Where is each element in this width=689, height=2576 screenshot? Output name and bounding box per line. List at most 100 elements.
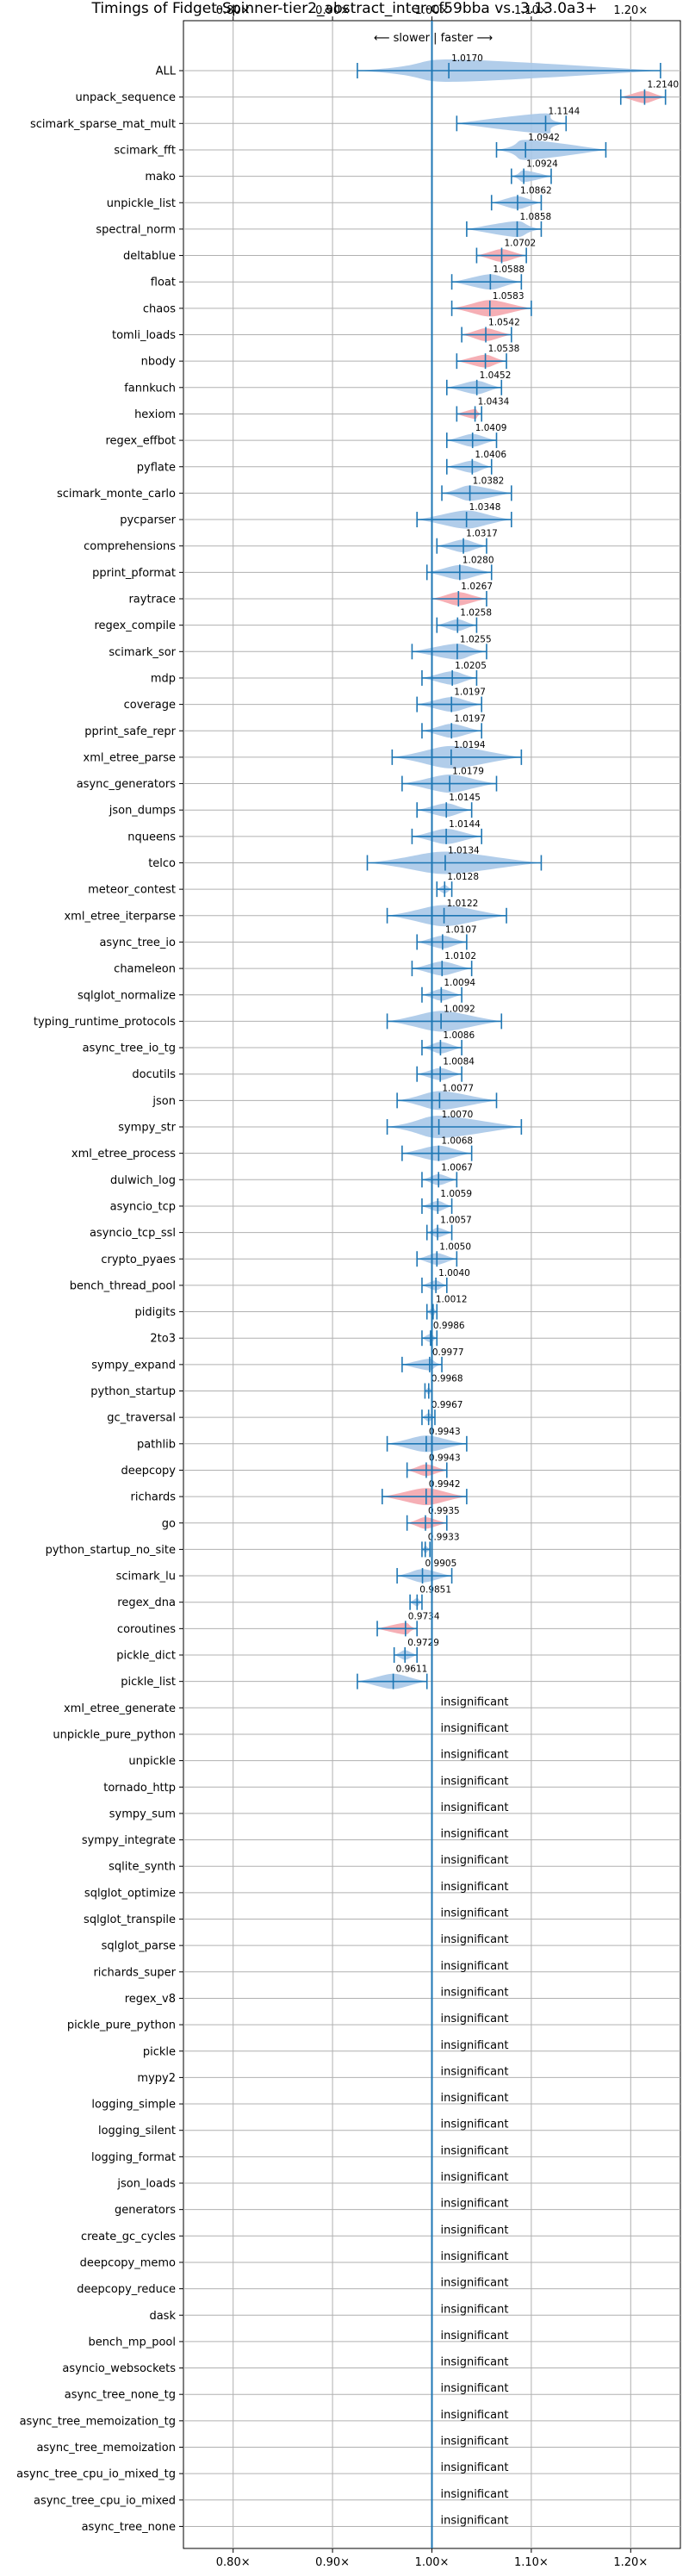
benchmark-label: float xyxy=(151,277,176,289)
benchmark-label: logging_format xyxy=(91,2151,176,2164)
value-label: 1.0070 xyxy=(442,1110,474,1120)
insignificant-label: insignificant xyxy=(441,2330,509,2343)
benchmark-label: sqlglot_optimize xyxy=(84,1887,176,1900)
insignificant-label: insignificant xyxy=(441,1801,509,1814)
insignificant-label: insignificant xyxy=(441,1749,509,1762)
benchmark-label: unpickle_pure_python xyxy=(53,1728,176,1741)
benchmark-label: tomli_loads xyxy=(112,329,176,342)
benchmark-label: asyncio_websockets xyxy=(62,2362,176,2375)
benchmark-label: scimark_lu xyxy=(116,1571,176,1584)
value-label: 1.0050 xyxy=(439,1241,471,1252)
value-label: 1.0128 xyxy=(447,872,479,882)
benchmark-label: pickle_dict xyxy=(116,1650,176,1663)
benchmark-label: regex_effbot xyxy=(105,435,176,448)
benchmark-label: sympy_expand xyxy=(91,1359,176,1372)
value-label: 1.0012 xyxy=(436,1295,468,1305)
value-label: 1.2140 xyxy=(647,80,679,90)
value-label: 1.0194 xyxy=(454,740,486,750)
benchmark-label: typing_runtime_protocols xyxy=(34,1016,176,1029)
benchmark-label: xml_etree_parse xyxy=(84,751,176,764)
benchmark-label: async_tree_memoization_tg xyxy=(20,2415,176,2428)
benchmark-label: mdp xyxy=(151,672,176,685)
chart-title: Timings of Fidget-Spinner-tier2_abstract… xyxy=(90,0,597,17)
benchmark-label: sqlglot_parse xyxy=(102,1940,176,1953)
insignificant-label: insignificant xyxy=(441,2277,509,2290)
value-label: 0.9977 xyxy=(432,1347,464,1358)
benchmark-label: nbody xyxy=(141,356,177,369)
value-label: 1.1144 xyxy=(549,106,580,116)
value-label: 0.9943 xyxy=(429,1453,461,1463)
benchmark-label: xml_etree_iterparse xyxy=(64,910,176,923)
value-label: 1.0588 xyxy=(493,264,525,275)
value-label: 1.0542 xyxy=(488,318,520,328)
x-tick-label-bottom: 1.20× xyxy=(613,2556,648,2569)
insignificant-label: insignificant xyxy=(441,2065,509,2078)
benchmark-label: unpickle_list xyxy=(107,197,176,210)
benchmark-label: ALL xyxy=(156,65,177,78)
benchmark-label: deepcopy_memo xyxy=(80,2256,176,2269)
benchmark-label: async_tree_none_tg xyxy=(65,2389,176,2402)
x-tick-label-top: 1.20× xyxy=(613,4,648,17)
benchmark-label: sympy_str xyxy=(118,1122,176,1135)
benchmark-label: pidigits xyxy=(135,1306,177,1319)
x-tick-label-bottom: 1.00× xyxy=(415,2556,450,2569)
value-label: 1.0197 xyxy=(454,713,486,724)
benchmark-label: richards xyxy=(131,1491,177,1504)
benchmark-label: raytrace xyxy=(128,594,176,607)
value-label: 1.0862 xyxy=(520,185,552,196)
value-label: 1.0144 xyxy=(449,819,481,830)
insignificant-label: insignificant xyxy=(441,2119,509,2131)
insignificant-label: insignificant xyxy=(441,2039,509,2052)
value-label: 0.9942 xyxy=(429,1479,461,1490)
benchmark-label: nqueens xyxy=(127,831,176,843)
benchmark-label: python_startup xyxy=(90,1385,176,1398)
benchmark-label: xml_etree_generate xyxy=(64,1702,176,1715)
insignificant-label: insignificant xyxy=(441,2171,509,2184)
value-label: 0.9611 xyxy=(396,1664,428,1675)
x-tick-label-bottom: 0.80× xyxy=(216,2556,251,2569)
value-label: 1.0858 xyxy=(520,212,552,222)
benchmark-label: async_tree_io_tg xyxy=(83,1042,176,1055)
benchmark-label: bench_mp_pool xyxy=(88,2336,176,2349)
insignificant-label: insignificant xyxy=(441,2224,509,2237)
benchmark-label: mypy2 xyxy=(137,2072,176,2085)
value-label: 1.0702 xyxy=(505,239,537,249)
benchmark-label: sympy_sum xyxy=(109,1808,176,1820)
value-label: 1.0068 xyxy=(441,1136,473,1147)
benchmark-label: sympy_integrate xyxy=(82,1834,176,1847)
benchmark-label: coroutines xyxy=(117,1623,176,1636)
value-label: 1.0086 xyxy=(443,1030,475,1041)
benchmark-label: pprint_pformat xyxy=(92,567,176,580)
benchmark-label: tornado_http xyxy=(103,1782,176,1795)
benchmark-label: async_tree_cpu_io_mixed_tg xyxy=(16,2468,176,2481)
value-label: 1.0057 xyxy=(440,1216,472,1226)
insignificant-label: insignificant xyxy=(441,2198,509,2211)
x-tick-label-top: 0.80× xyxy=(216,4,251,17)
benchmark-label: sqlglot_normalize xyxy=(78,989,176,1002)
value-label: 0.9967 xyxy=(431,1400,463,1410)
value-label: 1.0170 xyxy=(451,53,483,64)
benchmark-label: asyncio_tcp_ssl xyxy=(90,1227,176,1240)
benchmark-label: spectral_norm xyxy=(96,223,176,236)
benchmark-label: xml_etree_process xyxy=(71,1148,176,1160)
insignificant-label: insignificant xyxy=(441,1775,509,1788)
benchmark-label: python_startup_no_site xyxy=(46,1544,176,1557)
x-tick-label-bottom: 0.90× xyxy=(315,2556,350,2569)
value-label: 1.0409 xyxy=(475,423,507,433)
value-label: 0.9734 xyxy=(408,1611,440,1621)
benchmark-label: gc_traversal xyxy=(107,1412,176,1425)
insignificant-label: insignificant xyxy=(441,1933,509,1946)
value-label: 1.0134 xyxy=(448,846,480,856)
benchmark-label: pprint_safe_repr xyxy=(84,725,176,738)
benchmark-label: bench_thread_pool xyxy=(70,1279,176,1292)
x-tick-label-top: 1.00× xyxy=(415,4,450,17)
benchmark-label: json_loads xyxy=(116,2178,176,2191)
benchmark-label: regex_dna xyxy=(117,1596,176,1609)
value-label: 0.9933 xyxy=(428,1532,460,1542)
benchmark-label: pycparser xyxy=(120,514,176,527)
value-label: 1.0067 xyxy=(441,1162,473,1173)
value-label: 1.0145 xyxy=(449,793,481,803)
value-label: 1.0107 xyxy=(445,924,477,935)
insignificant-label: insignificant xyxy=(441,2356,509,2369)
benchmark-label: pickle xyxy=(143,2045,176,2058)
